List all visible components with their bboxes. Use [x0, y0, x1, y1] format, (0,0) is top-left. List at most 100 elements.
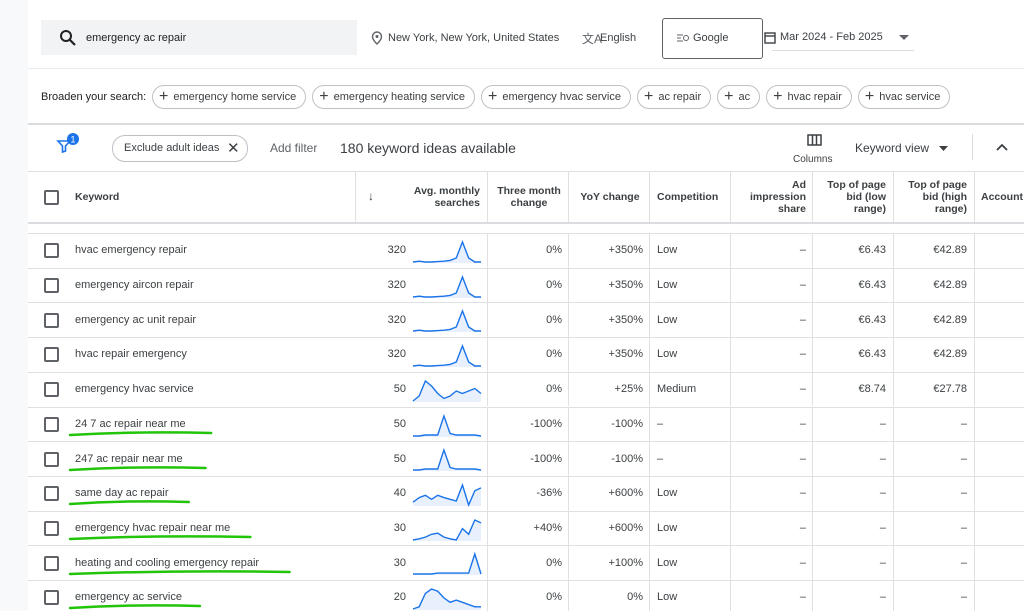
date-dropdown[interactable]: [899, 35, 909, 41]
column-separator: [812, 441, 813, 476]
row-checkbox[interactable]: [44, 556, 59, 571]
row-border: [28, 511, 1024, 512]
three-month: +40%: [482, 522, 562, 535]
column-header-label: Three month change: [495, 185, 563, 209]
three-month: 0%: [482, 591, 562, 604]
column-header[interactable]: Account S: [981, 172, 1024, 222]
avg-searches: 320: [340, 314, 406, 327]
row-checkbox[interactable]: [44, 313, 59, 328]
search-box[interactable]: emergency ac repair: [41, 20, 357, 55]
filter-chip[interactable]: Exclude adult ideas ✕: [112, 135, 248, 162]
chip-label: hvac service: [879, 91, 940, 103]
column-header[interactable]: Competition: [657, 172, 727, 222]
view-dropdown: [939, 146, 948, 151]
row-checkbox[interactable]: [44, 417, 59, 432]
broaden-chip[interactable]: +hvac repair: [766, 85, 852, 109]
row-checkbox[interactable]: [44, 347, 59, 362]
column-header[interactable]: Ad impression share: [735, 172, 806, 222]
three-month: 0%: [482, 557, 562, 570]
row-checkbox[interactable]: [44, 590, 59, 605]
column-header[interactable]: Three month change: [495, 172, 563, 222]
broaden-chip[interactable]: +hvac service: [858, 85, 950, 109]
yoy: -100%: [563, 453, 643, 466]
view-select[interactable]: Keyword view: [855, 141, 929, 155]
filter-icon[interactable]: 1: [56, 132, 82, 158]
column-separator: [487, 372, 488, 407]
row-checkbox[interactable]: [44, 382, 59, 397]
column-separator: [649, 337, 650, 372]
row-border: [28, 476, 1024, 477]
column-header-label: Competition: [657, 191, 718, 203]
column-header[interactable]: YoY change: [575, 172, 645, 222]
highlight-underline: [68, 429, 221, 439]
column-separator: [568, 233, 569, 268]
broaden-chip[interactable]: +emergency heating service: [312, 85, 475, 109]
calendar-icon: [764, 31, 776, 44]
select-all[interactable]: [44, 190, 59, 205]
keyword[interactable]: emergency ac unit repair: [75, 314, 196, 327]
underline-stroke: [70, 467, 206, 470]
keyword[interactable]: emergency hvac service: [75, 383, 194, 396]
column-header[interactable]: Top of page bid (low range): [818, 172, 886, 222]
network-button[interactable]: Google: [662, 18, 763, 59]
trend-sparkline: [412, 342, 482, 368]
broaden-chip[interactable]: +emergency hvac service: [481, 85, 631, 109]
date-range[interactable]: Mar 2024 - Feb 2025: [780, 31, 883, 44]
bid-high: €27.78: [887, 383, 967, 396]
location[interactable]: New York, New York, United States: [388, 32, 559, 45]
trend-sparkline: [412, 273, 482, 299]
column-separator: [730, 233, 731, 268]
bid-low: –: [806, 591, 886, 604]
column-separator: [649, 476, 650, 511]
add-filter[interactable]: Add filter: [270, 141, 317, 155]
column-separator: [649, 268, 650, 303]
row-checkbox[interactable]: [44, 278, 59, 293]
chip-label: emergency home service: [173, 91, 296, 103]
row-checkbox[interactable]: [44, 243, 59, 258]
trend-sparkline: [412, 446, 482, 472]
bid-high: –: [887, 418, 967, 431]
three-month: 0%: [482, 348, 562, 361]
highlight-underline: [68, 533, 260, 543]
column-separator: [649, 441, 650, 476]
broaden-label: Broaden your search:: [41, 91, 146, 104]
column-separator: [812, 302, 813, 337]
collapse-button[interactable]: [996, 143, 1008, 151]
row-border: [28, 441, 1024, 442]
keyword[interactable]: hvac repair emergency: [75, 348, 187, 361]
sort-arrow[interactable]: ↓: [368, 189, 374, 203]
column-separator: [893, 372, 894, 407]
row-checkbox[interactable]: [44, 486, 59, 501]
row-checkbox[interactable]: [44, 452, 59, 467]
remove-filter[interactable]: ✕: [227, 139, 240, 157]
ad-share: –: [726, 557, 806, 570]
keyword[interactable]: hvac emergency repair: [75, 244, 187, 257]
three-month: 0%: [482, 244, 562, 257]
avg-searches: 30: [340, 522, 406, 535]
row-border: [28, 545, 1024, 546]
column-separator: [487, 407, 488, 442]
column-separator: [487, 545, 488, 580]
column-separator: [812, 268, 813, 303]
column-header[interactable]: Keyword: [75, 172, 275, 222]
column-separator: [730, 407, 731, 442]
broaden-chip[interactable]: +ac repair: [637, 85, 711, 109]
column-separator: [730, 268, 731, 303]
trend-line: [413, 242, 481, 262]
row-border: [28, 302, 1024, 303]
columns-button[interactable]: Columns: [793, 154, 832, 165]
keyword[interactable]: emergency aircon repair: [75, 279, 194, 292]
row-checkbox[interactable]: [44, 521, 59, 536]
column-header[interactable]: Avg. monthly searches: [400, 172, 480, 222]
column-separator: [487, 476, 488, 511]
trend-sparkline: [412, 481, 482, 507]
broaden-chip[interactable]: +ac: [717, 85, 760, 109]
language[interactable]: English: [600, 32, 636, 45]
column-header[interactable]: Top of page bid (high range): [899, 172, 967, 222]
broaden-chip[interactable]: +emergency home service: [152, 85, 306, 109]
plus-icon: +: [319, 89, 328, 105]
chip-label: ac: [738, 91, 750, 103]
column-separator: [893, 337, 894, 372]
column-separator: [812, 337, 813, 372]
column-separator: [730, 545, 731, 580]
